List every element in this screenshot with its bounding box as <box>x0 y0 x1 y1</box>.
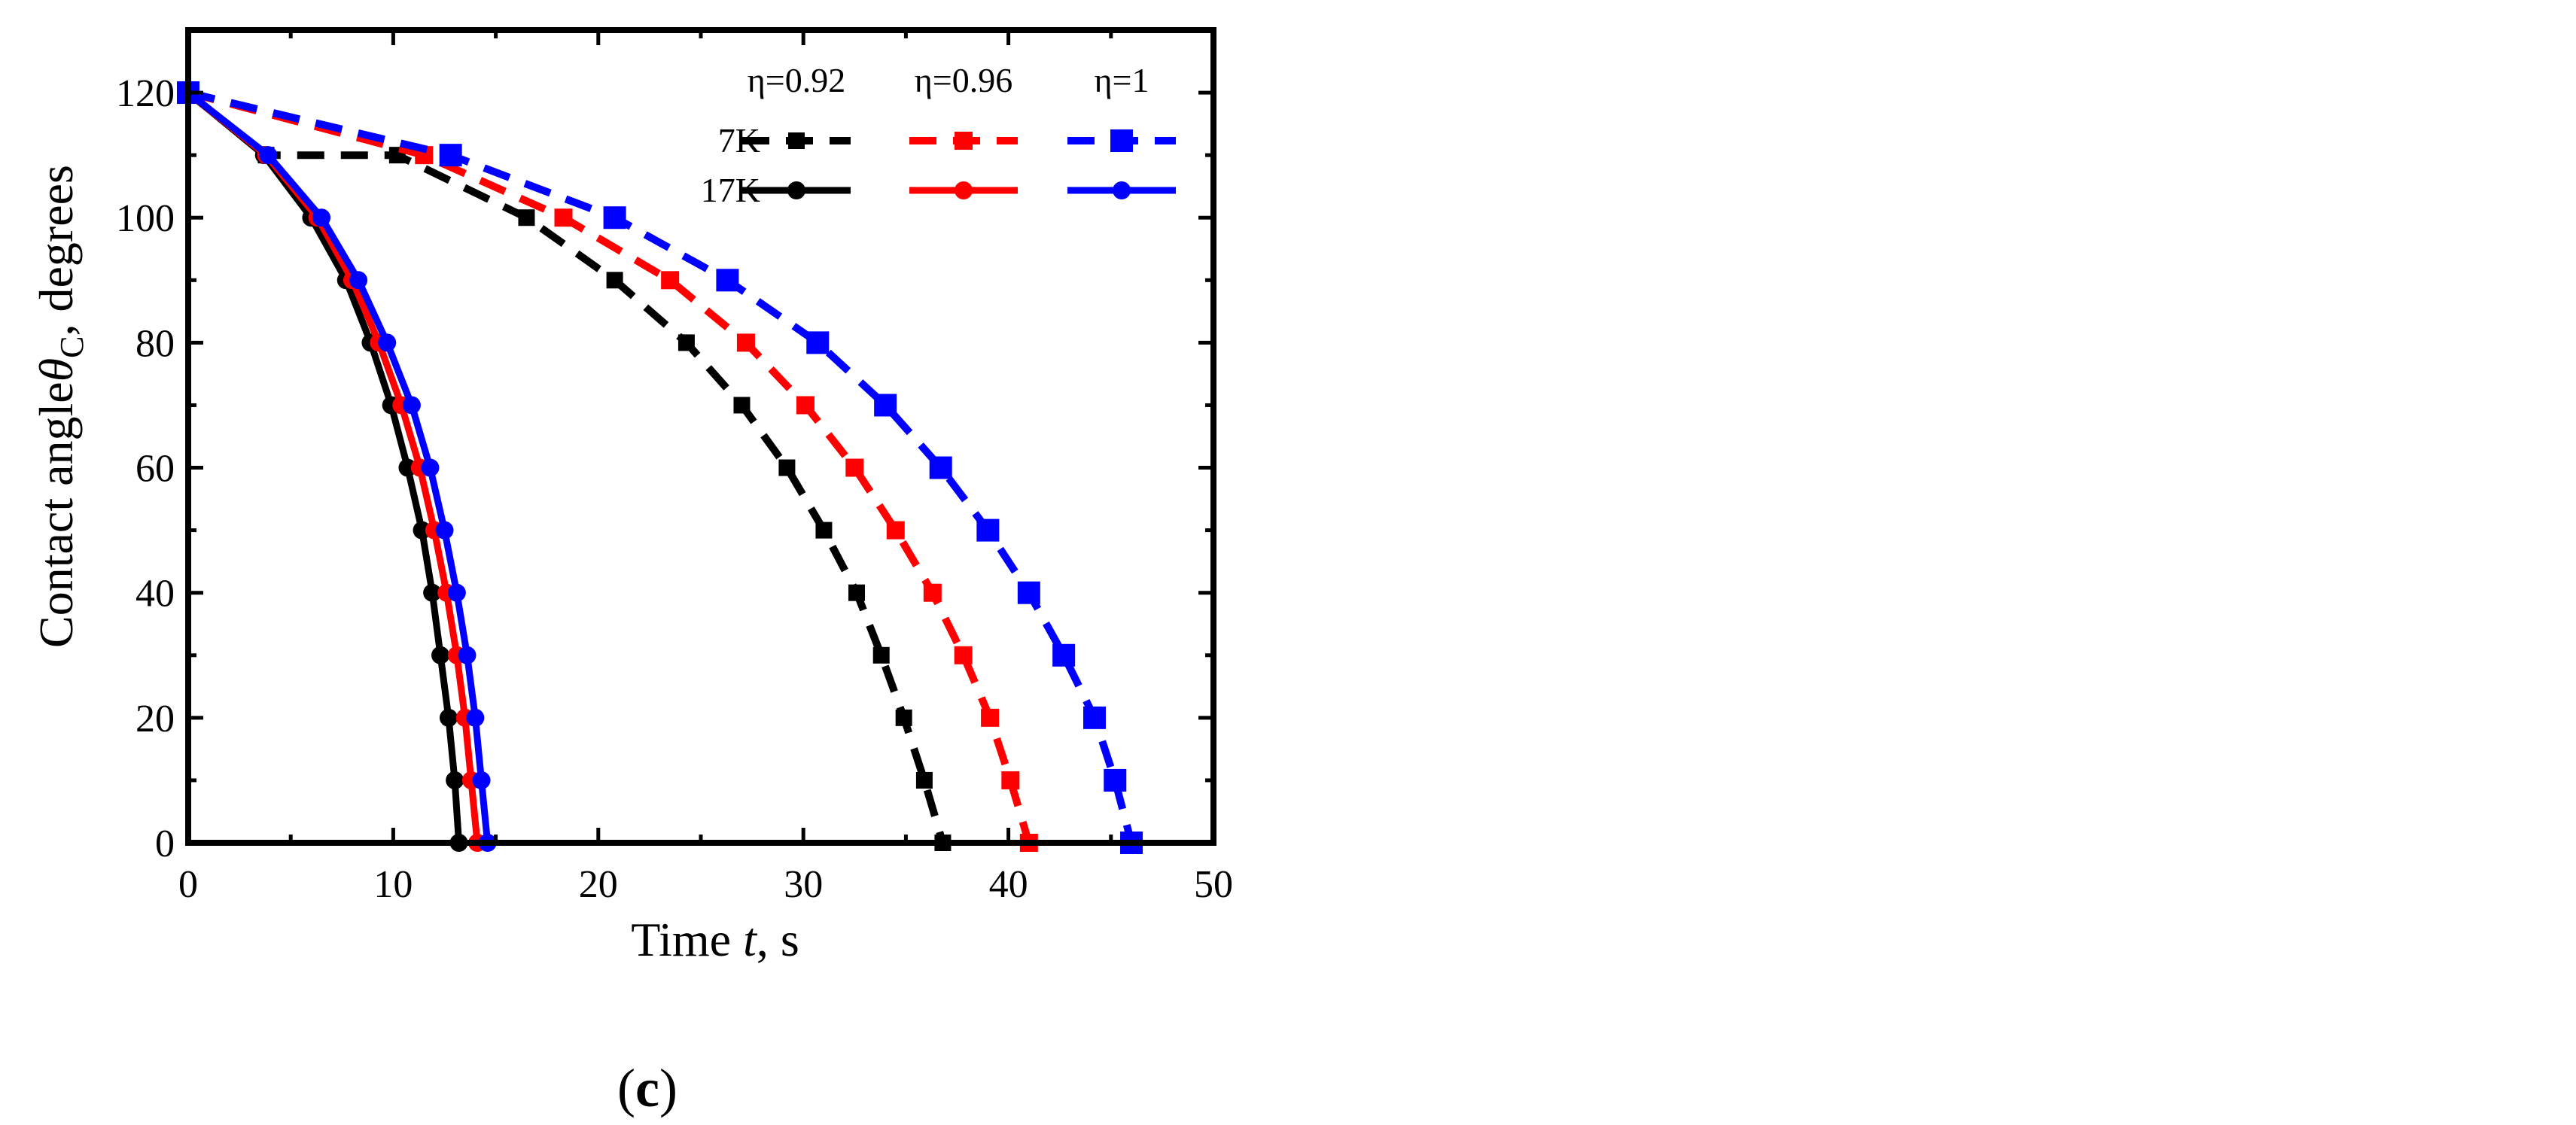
data-point <box>402 396 421 415</box>
y-axis-label: Contact angleθC, degrees <box>29 165 90 648</box>
series-line <box>185 90 947 844</box>
data-point <box>915 771 933 789</box>
x-axis-label-main: Time <box>631 913 743 966</box>
series-7k-0 <box>180 84 952 851</box>
data-point <box>439 144 462 167</box>
data-point <box>815 521 833 539</box>
legend-sample-marker <box>787 181 805 199</box>
y-tick-label: 20 <box>135 698 175 740</box>
x-tick-label: 20 <box>579 863 618 906</box>
y-axis-label-tail: , degrees <box>29 165 83 336</box>
data-point <box>378 333 397 352</box>
y-axis-label-sub: C <box>53 336 90 357</box>
data-point <box>954 646 973 664</box>
data-point <box>431 646 450 664</box>
legend-sample-marker <box>1113 181 1131 199</box>
series-7k-2 <box>177 81 1143 854</box>
data-point <box>886 521 905 540</box>
y-tick-label: 0 <box>155 822 175 865</box>
series-line <box>187 89 1135 844</box>
data-point <box>447 583 466 602</box>
x-tick-label: 40 <box>989 863 1028 906</box>
data-point <box>848 584 866 601</box>
legend-header-eta-1: η=1 <box>1095 61 1149 99</box>
data-point <box>423 583 442 602</box>
data-point <box>466 708 485 727</box>
data-point <box>349 271 368 290</box>
data-point <box>421 458 440 477</box>
data-point <box>733 397 751 414</box>
data-point <box>778 459 796 476</box>
axis-ticks <box>186 28 1216 845</box>
data-point <box>929 456 952 479</box>
data-point <box>446 771 464 789</box>
data-point <box>796 396 815 415</box>
data-point <box>872 646 890 664</box>
data-point <box>1017 581 1040 604</box>
data-point <box>1001 771 1020 789</box>
data-point <box>845 458 864 477</box>
data-point <box>923 583 942 602</box>
data-point <box>981 708 1000 727</box>
data-point <box>677 334 695 351</box>
data-point <box>259 146 278 165</box>
data-point <box>458 646 477 664</box>
data-point <box>554 208 573 227</box>
series-layer <box>177 81 1143 854</box>
data-point <box>1104 768 1127 792</box>
tick-labels: 0 10 20 30 40 50 0 20 40 60 80 100 120 <box>116 72 1233 906</box>
y-tick-label: 120 <box>116 72 175 115</box>
data-point <box>874 394 897 417</box>
data-point <box>606 272 623 289</box>
series-line <box>186 90 492 844</box>
data-point <box>435 521 454 540</box>
data-point <box>661 271 680 290</box>
data-point <box>472 771 491 789</box>
data-point <box>716 269 739 292</box>
legend-sample-marker <box>788 132 805 149</box>
data-point <box>895 709 912 726</box>
data-point <box>312 208 331 227</box>
x-tick-label: 50 <box>1194 863 1233 906</box>
panel-label-open: ( <box>617 1058 635 1118</box>
panel-label-letter: c <box>635 1058 659 1118</box>
data-point <box>1052 643 1076 667</box>
x-tick-label: 0 <box>178 863 198 906</box>
y-tick-label: 80 <box>135 322 175 365</box>
x-tick-label: 10 <box>373 863 413 906</box>
x-axis-label: Time t, s <box>631 913 799 966</box>
legend-header-eta-096: η=0.96 <box>915 61 1013 99</box>
data-point <box>439 708 458 727</box>
legend-sample-marker <box>955 132 973 150</box>
data-point <box>603 206 626 230</box>
y-axis-label-symbol: θ <box>29 358 83 382</box>
data-point <box>518 209 535 227</box>
x-tick-label: 30 <box>784 863 823 906</box>
legend-sample-marker <box>1110 129 1133 152</box>
legend-header-eta-092: η=0.92 <box>748 61 846 99</box>
y-tick-label: 40 <box>135 573 175 616</box>
data-point <box>1083 706 1107 729</box>
y-tick-label: 100 <box>116 197 175 240</box>
legend-samples <box>742 129 1176 199</box>
data-point <box>806 331 830 354</box>
data-point <box>976 518 1000 542</box>
series-17k-4 <box>179 84 487 852</box>
data-point <box>736 333 755 352</box>
x-axis-label-var: t <box>743 913 758 966</box>
x-axis-label-tail: , s <box>757 913 799 966</box>
legend-sample-marker <box>955 181 973 199</box>
legend: η=0.92 η=0.96 η=1 7K 17K <box>701 61 1176 209</box>
series-17k-5 <box>179 84 497 852</box>
y-axis-label-main: Contact angle <box>29 382 83 648</box>
y-tick-label: 60 <box>135 448 175 491</box>
panel-label-close: ) <box>659 1058 677 1118</box>
panel-label: (c) <box>617 1058 677 1118</box>
